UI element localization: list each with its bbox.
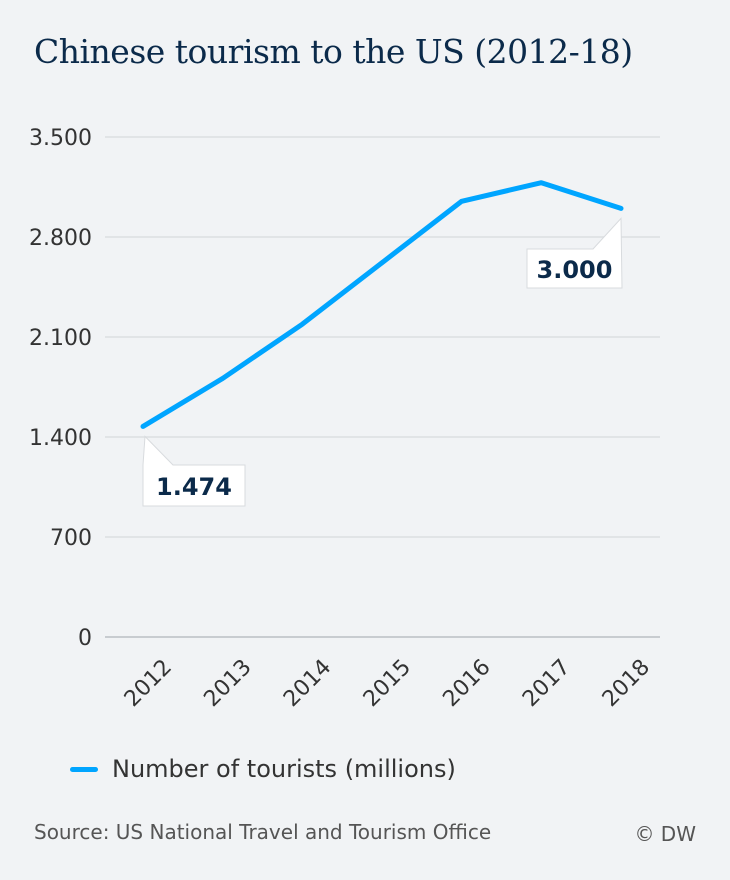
legend: Number of tourists (millions)	[70, 755, 456, 783]
callout-box	[526, 217, 623, 289]
callout-box	[142, 435, 246, 507]
legend-swatch	[70, 766, 98, 772]
x-tick-label: 2012	[120, 655, 177, 712]
x-tick-label: 2017	[518, 655, 575, 712]
x-tick-label: 2014	[279, 655, 336, 712]
y-tick-label: 0	[78, 626, 92, 651]
x-tick-label: 2016	[438, 655, 495, 712]
y-tick-label: 2.800	[29, 226, 92, 251]
callout-label: 1.474	[156, 473, 232, 501]
y-tick-label: 700	[50, 526, 92, 551]
y-tick-label: 1.400	[29, 426, 92, 451]
y-tick-label: 3.500	[29, 126, 92, 151]
y-tick-label: 2.100	[29, 326, 92, 351]
callout-label: 3.000	[537, 256, 613, 284]
x-tick-label: 2013	[199, 655, 256, 712]
chart-title: Chinese tourism to the US (2012-18)	[34, 32, 633, 71]
legend-label: Number of tourists (millions)	[112, 755, 456, 783]
x-tick-label: 2015	[359, 655, 416, 712]
copyright: © DW	[634, 822, 696, 846]
series-line	[140, 180, 624, 429]
source-note: Source: US National Travel and Tourism O…	[34, 820, 492, 844]
x-tick-label: 2018	[598, 655, 655, 712]
